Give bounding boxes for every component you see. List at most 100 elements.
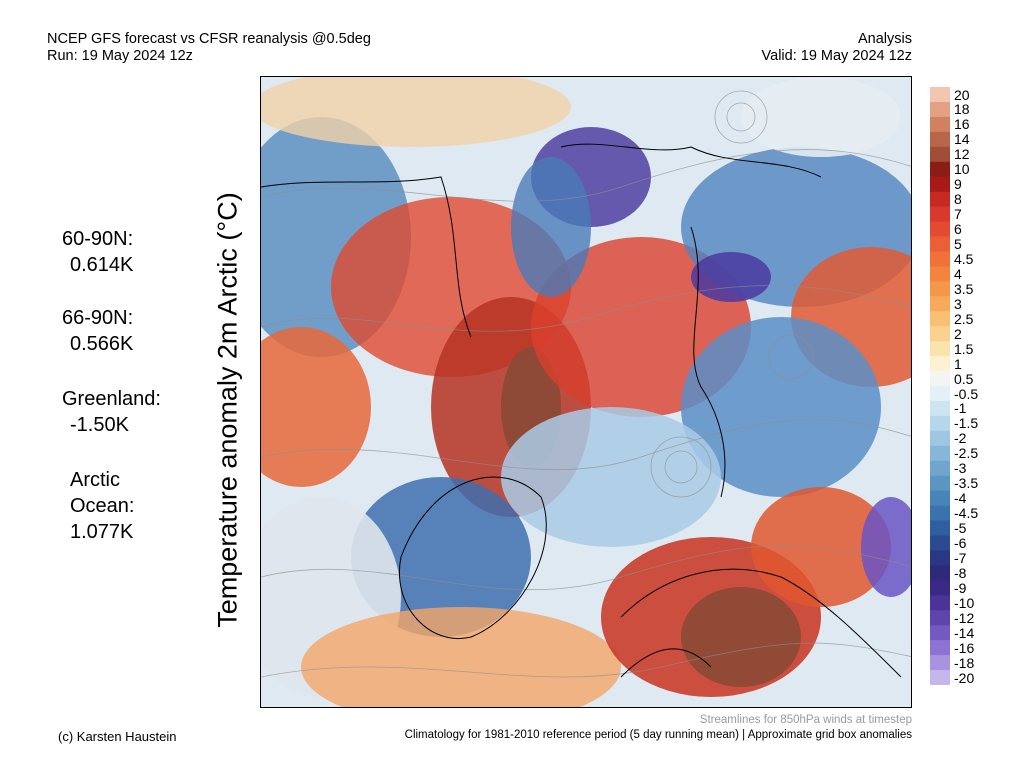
colorbar-swatch bbox=[930, 640, 950, 656]
colorbar-tick: -8 bbox=[954, 564, 967, 581]
colorbar-tick: 5 bbox=[954, 236, 962, 252]
analysis-label: Analysis bbox=[858, 31, 912, 47]
colorbar-tick: 1.5 bbox=[954, 340, 974, 357]
colorbar-tick: 12 bbox=[954, 146, 970, 163]
colorbar-swatch bbox=[930, 520, 950, 536]
colorbar-swatch bbox=[930, 655, 950, 671]
colorbar-tick: -3.5 bbox=[954, 475, 979, 492]
colorbar-tick: 14 bbox=[954, 131, 970, 148]
colorbar-tick: 6 bbox=[954, 221, 962, 237]
colorbar-swatch bbox=[930, 146, 950, 163]
colorbar-tick: 16 bbox=[954, 116, 970, 133]
stat-66-90n: 66-90N: 0.566K bbox=[62, 305, 133, 357]
colorbar-tick: -2 bbox=[954, 430, 967, 447]
colorbar-swatch bbox=[930, 281, 950, 297]
stat-60-90n: 60-90N: 0.614K bbox=[62, 226, 133, 278]
stat-label-2: Ocean: bbox=[70, 495, 135, 517]
colorbar-tick: -10 bbox=[954, 594, 975, 611]
colorbar-swatch bbox=[930, 236, 950, 252]
stat-label: Arctic bbox=[70, 469, 120, 491]
colorbar-swatch bbox=[930, 176, 950, 193]
valid-time: Valid: 19 May 2024 12z bbox=[761, 48, 912, 64]
stat-value: 1.077K bbox=[70, 521, 134, 543]
colorbar-swatch bbox=[930, 251, 950, 267]
colorbar-tick: -9 bbox=[954, 579, 967, 596]
colorbar-tick: 10 bbox=[954, 161, 970, 178]
vertical-axis-label: Temperature anomaly 2m Arctic (°C) bbox=[212, 192, 243, 628]
colorbar-tick: 4 bbox=[954, 265, 962, 282]
colorbar-tick: -1 bbox=[954, 400, 967, 417]
colorbar-tick: -20 bbox=[954, 669, 975, 686]
colorbar-tick: -2.5 bbox=[954, 445, 979, 462]
colorbar-swatch bbox=[930, 565, 950, 581]
anomaly-fields bbox=[261, 77, 911, 707]
colorbar-swatch bbox=[930, 386, 950, 402]
colorbar-swatch bbox=[930, 296, 950, 312]
stat-label: Greenland: bbox=[62, 388, 161, 410]
colorbar-tick: -5 bbox=[954, 520, 967, 536]
colorbar-swatch bbox=[930, 131, 950, 148]
colorbar-swatch bbox=[930, 116, 950, 133]
colorbar-swatch bbox=[930, 206, 950, 223]
colorbar-tick: 18 bbox=[954, 101, 970, 118]
colorbar-swatch bbox=[930, 550, 950, 566]
stat-value: -1.50K bbox=[70, 414, 129, 436]
colorbar-swatch bbox=[930, 161, 950, 178]
colorbar-tick: 20 bbox=[954, 86, 970, 103]
colorbar-tick: -3 bbox=[954, 460, 967, 477]
colorbar-tick: -1.5 bbox=[954, 415, 979, 432]
colorbar-swatch bbox=[930, 266, 950, 282]
colorbar-tick: 2.5 bbox=[954, 310, 974, 327]
colorbar-swatch bbox=[930, 670, 950, 686]
header-right: Analysis Valid: 19 May 2024 12z bbox=[762, 31, 912, 65]
map-canvas bbox=[261, 77, 911, 707]
colorbar-swatch bbox=[930, 625, 950, 641]
stat-value: 0.566K bbox=[70, 333, 134, 355]
colorbar bbox=[930, 87, 950, 686]
colorbar-swatch bbox=[930, 475, 950, 492]
colorbar-tick: 4.5 bbox=[954, 250, 974, 267]
colorbar-tick: -16 bbox=[954, 639, 975, 656]
colorbar-swatch bbox=[930, 535, 950, 551]
colorbar-swatch bbox=[930, 430, 950, 447]
colorbar-swatch bbox=[930, 341, 950, 357]
stat-arctic-ocean: Arctic Ocean: 1.077K bbox=[70, 467, 134, 545]
stat-label: 66-90N: bbox=[62, 307, 134, 329]
colorbar-swatch bbox=[930, 505, 950, 522]
colorbar-swatch bbox=[930, 445, 950, 462]
colorbar-tick: 3 bbox=[954, 295, 962, 312]
stat-greenland: Greenland: -1.50K bbox=[62, 386, 161, 438]
colorbar-swatch bbox=[930, 101, 950, 118]
colorbar-tick: -7 bbox=[954, 549, 967, 566]
anomaly-map bbox=[260, 76, 912, 708]
colorbar-swatch bbox=[930, 87, 950, 103]
header-left: NCEP GFS forecast vs CFSR reanalysis @0.… bbox=[47, 31, 371, 65]
climatology-note: Climatology for 1981-2010 reference peri… bbox=[404, 729, 912, 741]
credit: (c) Karsten Haustein bbox=[58, 729, 177, 744]
colorbar-tick: 0.5 bbox=[954, 370, 974, 387]
colorbar-tick: -0.5 bbox=[954, 385, 979, 402]
colorbar-tick: -18 bbox=[954, 654, 975, 671]
colorbar-tick: 8 bbox=[954, 191, 962, 208]
colorbar-tick: 2 bbox=[954, 325, 962, 342]
colorbar-tick: -12 bbox=[954, 609, 975, 626]
map-title: NCEP GFS forecast vs CFSR reanalysis @0.… bbox=[47, 31, 371, 47]
colorbar-tick: -4.5 bbox=[954, 505, 979, 522]
coastlines bbox=[261, 143, 902, 678]
colorbar-swatch bbox=[930, 311, 950, 327]
colorbar-swatches bbox=[930, 87, 950, 686]
colorbar-swatch bbox=[930, 371, 950, 387]
colorbar-tick: 9 bbox=[954, 176, 962, 193]
colorbar-swatch bbox=[930, 580, 950, 596]
colorbar-swatch bbox=[930, 595, 950, 611]
run-time: Run: 19 May 2024 12z bbox=[47, 48, 193, 64]
wind-streamlines bbox=[261, 90, 911, 678]
colorbar-swatch bbox=[930, 356, 950, 372]
colorbar-tick: -4 bbox=[954, 490, 967, 507]
colorbar-swatch bbox=[930, 326, 950, 342]
colorbar-swatch bbox=[930, 221, 950, 237]
colorbar-swatch bbox=[930, 460, 950, 477]
colorbar-tick: -6 bbox=[954, 535, 967, 551]
colorbar-tick: 1 bbox=[954, 355, 962, 372]
colorbar-tick: 3.5 bbox=[954, 280, 974, 297]
